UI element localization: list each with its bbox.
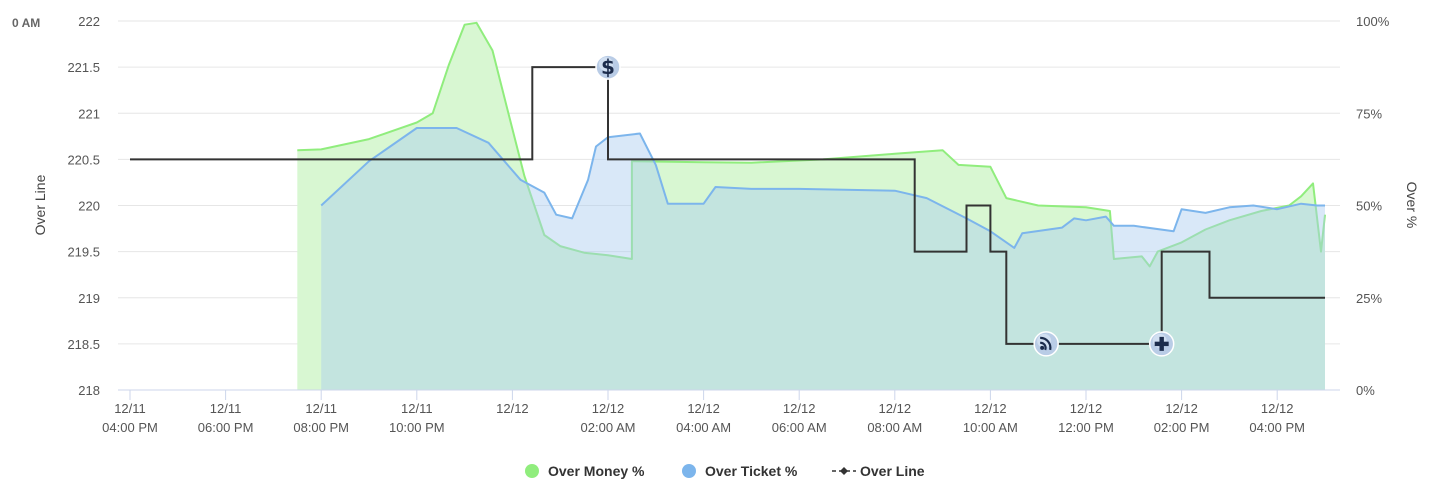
axes: 222 221.5 221 220.5 220 219.5 219 218.5 218 100% 7… bbox=[67, 14, 1389, 435]
x-tick-date-label: 12/12 bbox=[1165, 401, 1198, 416]
x-tick-date-label: 12/12 bbox=[783, 401, 816, 416]
legend-label: Over Ticket % bbox=[705, 463, 798, 479]
legend-item-over-line[interactable]: Over Line bbox=[832, 463, 925, 479]
y-left-tick-label: 219 bbox=[78, 291, 100, 306]
y-left-tick-label: 221.5 bbox=[67, 60, 100, 75]
y-left-tick-label: 222 bbox=[78, 14, 100, 29]
x-tick-date-label: 12/11 bbox=[401, 401, 433, 416]
x-tick-date-label: 12/12 bbox=[592, 401, 625, 416]
legend-symbol-diamond bbox=[840, 467, 848, 475]
rss-icon-arc-inner bbox=[1040, 341, 1047, 351]
x-tick-time-label: 04:00 AM bbox=[676, 420, 731, 435]
x-tick-time-label: 06:00 PM bbox=[198, 420, 254, 435]
x-tick-time-label: 02:00 PM bbox=[1154, 420, 1210, 435]
y-left-tick-label: 218 bbox=[78, 383, 100, 398]
plus-icon-v bbox=[1159, 336, 1164, 351]
x-tick-date-label: 12/12 bbox=[1261, 401, 1294, 416]
x-tick-time-label: 08:00 AM bbox=[867, 420, 922, 435]
y-left-tick-label: 218.5 bbox=[67, 337, 100, 352]
legend-item-over-money-[interactable]: Over Money % bbox=[525, 463, 645, 479]
legend-label: Over Money % bbox=[548, 463, 645, 479]
legend-item-over-ticket-[interactable]: Over Ticket % bbox=[682, 463, 798, 479]
x-tick-date-label: 12/12 bbox=[496, 401, 529, 416]
y-right-tick-label: 75% bbox=[1356, 106, 1382, 121]
legend-symbol-circle bbox=[682, 464, 696, 478]
corner-label: 0 AM bbox=[12, 16, 40, 30]
y-left-tick-label: 221 bbox=[78, 106, 100, 121]
series-area-over-money- bbox=[297, 22, 1325, 391]
feed-marker[interactable] bbox=[1033, 331, 1059, 357]
event-markers: $ bbox=[595, 54, 1175, 357]
y-left-tick-label: 220.5 bbox=[67, 152, 100, 167]
x-tick-date-label: 12/11 bbox=[305, 401, 337, 416]
rss-icon bbox=[1040, 336, 1052, 351]
y-left-tick-label: 220 bbox=[78, 199, 100, 214]
rss-icon-arc-outer bbox=[1040, 336, 1052, 351]
x-tick-date-label: 12/11 bbox=[114, 401, 146, 416]
x-tick-date-label: 12/12 bbox=[1070, 401, 1103, 416]
y-left-tick-label: 219.5 bbox=[67, 245, 100, 260]
dollar-marker-highlight bbox=[599, 57, 613, 72]
y-right-tick-label: 100% bbox=[1356, 14, 1390, 29]
x-tick-time-label: 06:00 AM bbox=[772, 420, 827, 435]
series-layer bbox=[130, 21, 1326, 391]
y-right-tick-label: 0% bbox=[1356, 383, 1375, 398]
x-tick-time-label: 12:00 PM bbox=[1058, 420, 1114, 435]
x-tick-date-label: 12/12 bbox=[974, 401, 1007, 416]
dollar-marker[interactable]: $ bbox=[595, 54, 621, 80]
rss-icon-dot bbox=[1040, 345, 1045, 350]
x-tick-date-label: 12/11 bbox=[210, 401, 242, 416]
x-tick-time-label: 04:00 PM bbox=[1249, 420, 1305, 435]
plus-marker[interactable] bbox=[1148, 331, 1175, 357]
legend-label: Over Line bbox=[860, 463, 925, 479]
x-tick-time-label: 08:00 PM bbox=[293, 420, 349, 435]
dollar-icon: $ bbox=[601, 55, 615, 79]
x-tick-time-label: 10:00 PM bbox=[389, 420, 445, 435]
series-area-over-ticket- bbox=[321, 128, 1325, 390]
legend-symbol-circle bbox=[525, 464, 539, 478]
x-tick-time-label: 04:00 PM bbox=[102, 420, 158, 435]
y-axis-right-title: Over % bbox=[1404, 182, 1420, 229]
series-line-over-money- bbox=[297, 21, 1326, 268]
x-tick-date-label: 12/12 bbox=[687, 401, 720, 416]
series-line-over-ticket- bbox=[320, 127, 1325, 249]
x-tick-time-label: 10:00 AM bbox=[963, 420, 1018, 435]
y-right-tick-label: 25% bbox=[1356, 291, 1382, 306]
x-tick-time-label: 02:00 AM bbox=[581, 420, 636, 435]
x-tick-date-label: 12/12 bbox=[879, 401, 912, 416]
legend: Over Money % Over Ticket % Over Line bbox=[525, 463, 925, 479]
y-right-tick-label: 50% bbox=[1356, 199, 1382, 214]
y-axis-left-title: Over Line bbox=[32, 174, 48, 235]
